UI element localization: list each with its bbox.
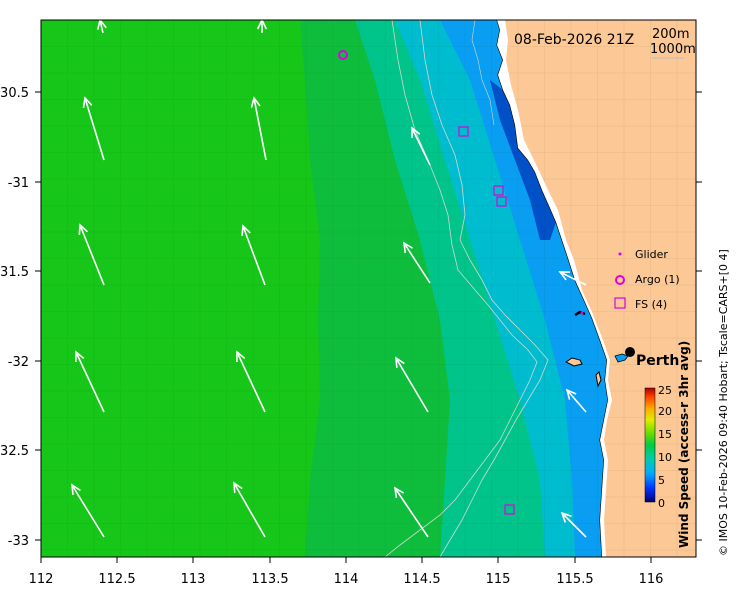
colorbar-tick-label: 15 — [658, 428, 672, 441]
colorbar-label: Wind Speed (access-r 3hr avg) — [677, 341, 691, 548]
legend-fs-icon — [614, 297, 626, 309]
wind-arrow-head — [236, 350, 246, 363]
fs-marker[interactable] — [504, 504, 515, 515]
contour-legend-1000m: 1000m — [650, 42, 696, 57]
wind-arrow-head — [395, 356, 405, 369]
wind-arrow-head — [393, 486, 405, 499]
wind-arrow — [403, 242, 431, 284]
wind-arrow — [566, 389, 587, 413]
wind-arrow-head — [75, 350, 85, 363]
colorbar-tick-label: 20 — [658, 405, 672, 418]
legend-glider-label: Glider — [635, 248, 668, 261]
y-axis: 30.5 -31 31.5 -32 32.5 -33 — [0, 86, 702, 549]
x-tick-label: 113.5 — [251, 572, 288, 587]
wind-arrow — [99, 20, 104, 34]
wind-arrow — [79, 224, 105, 286]
colorbar-tick-label: 10 — [658, 451, 672, 464]
y-tick-label: 31.5 — [0, 265, 29, 280]
wind-arrow — [84, 97, 105, 161]
legend-glider-icon — [618, 252, 622, 256]
nearshore-band — [490, 80, 556, 240]
x-tick-label: 114 — [334, 572, 359, 587]
contour-minor — [471, 20, 495, 126]
colorbar — [644, 387, 656, 503]
wind-arrow-head — [241, 224, 251, 237]
wind-arrow-head — [97, 20, 107, 30]
swan-river — [614, 353, 629, 363]
coastal-band — [440, 20, 608, 557]
timestamp: 08-Feb-2026 21Z — [514, 32, 634, 48]
data-grid — [41, 20, 696, 557]
wind-arrow — [394, 487, 429, 538]
wind-arrow — [71, 484, 105, 538]
plot-frame — [40, 19, 697, 558]
contour-1000m — [419, 20, 549, 557]
glider-marker[interactable] — [580, 311, 584, 315]
wind-arrow-head — [71, 483, 81, 496]
shelf-band-3 — [395, 20, 608, 557]
wind-arrow-head — [402, 241, 413, 254]
y-tick-label: -33 — [8, 534, 29, 549]
colorbar-tick-label: 5 — [658, 474, 665, 487]
wind-arrow — [253, 97, 267, 161]
credit-text: © IMOS 10-Feb-2026 09:40 Hobart; Tscale=… — [717, 249, 730, 556]
x-tick-label: 116 — [639, 572, 664, 587]
rottnest-island — [565, 357, 583, 367]
contour-legend-200m: 200m — [652, 27, 689, 42]
perth-label: Perth — [636, 353, 679, 369]
wind-arrows — [71, 20, 587, 538]
wind-arrow-head — [560, 511, 572, 523]
wind-arrow-head — [233, 481, 243, 494]
fs-marker[interactable] — [496, 196, 507, 207]
x-tick-label: 112.5 — [98, 572, 135, 587]
x-tick-label: 112 — [29, 572, 54, 587]
y-tick-label: 30.5 — [0, 86, 29, 101]
wind-arrow-head — [250, 96, 261, 108]
wind-arrow — [561, 512, 587, 538]
colorbar-ticks: 25 20 15 10 5 0 — [658, 384, 672, 510]
fs-marker[interactable] — [458, 126, 469, 137]
no-data-strip — [497, 20, 612, 557]
y-tick-label: 32.5 — [0, 444, 29, 459]
x-tick-label: 113 — [181, 572, 206, 587]
legend-argo-label: Argo (1) — [635, 273, 680, 286]
wind-arrow-head — [256, 20, 268, 30]
wind-arrow — [395, 357, 429, 413]
y-tick-label: -31 — [8, 176, 29, 191]
wind-arrow-head — [82, 96, 93, 109]
fs-marker[interactable] — [493, 185, 504, 196]
legend-argo-icon — [615, 275, 625, 285]
colorbar-tick-label: 0 — [658, 497, 665, 510]
wind-arrow — [411, 127, 431, 166]
x-tick-label: 114.5 — [403, 572, 440, 587]
perth-marker — [625, 347, 635, 357]
wind-arrow-head — [78, 223, 88, 236]
colorbar-tick-label: 25 — [658, 384, 672, 397]
wind-arrow — [233, 482, 266, 538]
y-tick-label: -32 — [8, 355, 29, 370]
legend-fs-label: FS (4) — [635, 298, 667, 311]
wind-arrow — [559, 271, 587, 286]
wind-arrow — [242, 225, 266, 286]
wind-arrow-head — [411, 126, 421, 139]
x-axis: 112 112.5 113 113.5 114 114.5 115 115.5 116 — [29, 557, 664, 587]
argo-marker[interactable] — [338, 50, 348, 60]
x-tick-label: 115 — [486, 572, 511, 587]
x-tick-label: 115.5 — [556, 572, 593, 587]
garden-island — [595, 371, 602, 388]
wind-arrow — [236, 351, 266, 413]
wind-arrow-head — [565, 388, 577, 400]
wind-arrow — [75, 351, 105, 413]
wind-arrow-head — [558, 271, 571, 281]
